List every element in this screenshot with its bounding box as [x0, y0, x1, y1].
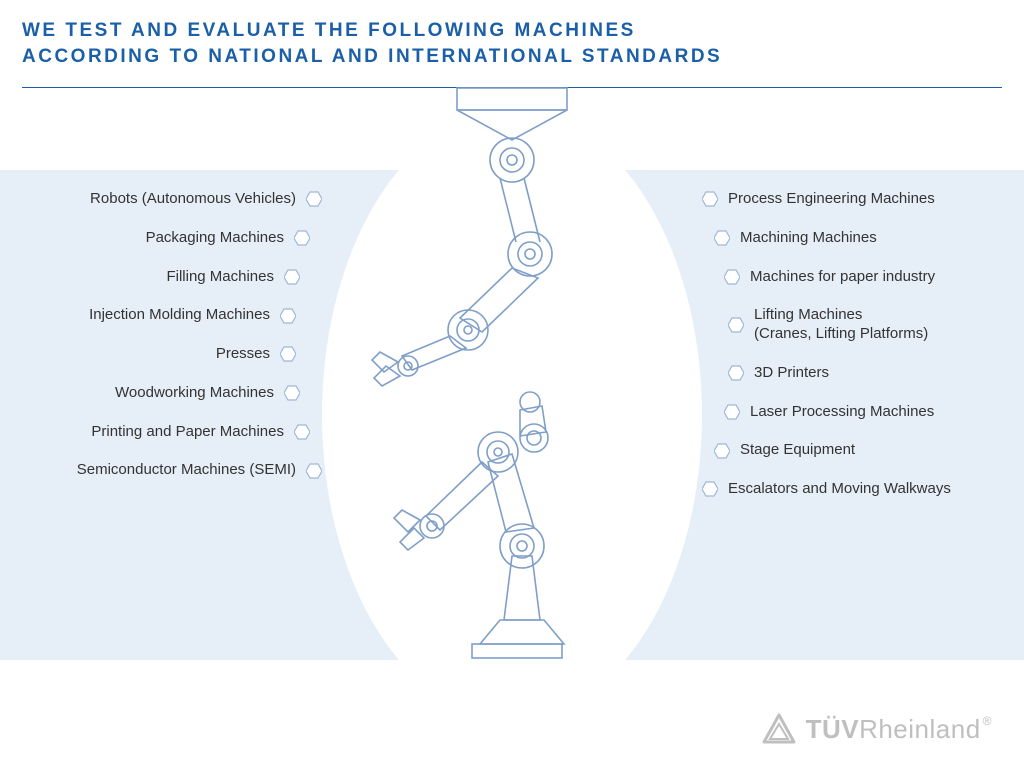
- item-label: Process Engineering Machines: [728, 190, 935, 209]
- list-item: Packaging Machines: [146, 229, 310, 248]
- list-item: Presses: [216, 345, 296, 364]
- triangle-icon: [762, 712, 796, 746]
- logo-light: Rheinland: [859, 714, 981, 744]
- hexagon-icon: [724, 269, 740, 285]
- hexagon-icon: [702, 191, 718, 207]
- list-item: 3D Printers: [728, 364, 829, 383]
- item-columns: Robots (Autonomous Vehicles) Packaging M…: [0, 190, 1024, 650]
- hexagon-icon: [284, 385, 300, 401]
- title-line-1: WE TEST AND EVALUATE THE FOLLOWING MACHI…: [22, 20, 636, 41]
- left-column: Robots (Autonomous Vehicles) Packaging M…: [0, 190, 340, 650]
- hexagon-icon: [280, 346, 296, 362]
- list-item: Woodworking Machines: [115, 384, 300, 403]
- list-item: Machines for paper industry: [724, 268, 935, 287]
- hexagon-icon: [284, 269, 300, 285]
- list-item: Injection Molding Machines: [89, 306, 296, 325]
- item-label: Filling Machines: [166, 268, 274, 287]
- item-label: 3D Printers: [754, 364, 829, 383]
- hexagon-icon: [714, 443, 730, 459]
- item-label: Machines for paper industry: [750, 268, 935, 287]
- hexagon-icon: [702, 481, 718, 497]
- list-item: Lifting Machines (Cranes, Lifting Platfo…: [728, 306, 928, 344]
- hexagon-icon: [294, 424, 310, 440]
- item-label: Escalators and Moving Walkways: [728, 480, 951, 499]
- title-line-2: ACCORDING TO NATIONAL AND INTERNATIONAL …: [22, 46, 722, 67]
- list-item: Stage Equipment: [714, 441, 855, 460]
- hexagon-icon: [306, 463, 322, 479]
- registered-mark: ®: [983, 714, 992, 728]
- item-label: Printing and Paper Machines: [91, 423, 284, 442]
- hexagon-icon: [714, 230, 730, 246]
- list-item: Escalators and Moving Walkways: [702, 480, 951, 499]
- hexagon-icon: [728, 365, 744, 381]
- list-item: Semiconductor Machines (SEMI): [77, 461, 322, 480]
- hexagon-icon: [728, 317, 744, 333]
- hexagon-icon: [280, 308, 296, 324]
- right-column: Process Engineering Machines Machining M…: [684, 190, 1024, 650]
- header: WE TEST AND EVALUATE THE FOLLOWING MACHI…: [0, 0, 1024, 79]
- list-item: Filling Machines: [166, 268, 300, 287]
- list-item: Process Engineering Machines: [702, 190, 935, 209]
- item-label: Laser Processing Machines: [750, 403, 934, 422]
- item-label: Woodworking Machines: [115, 384, 274, 403]
- list-item: Machining Machines: [714, 229, 877, 248]
- item-label: Machining Machines: [740, 229, 877, 248]
- logo-text: TÜVRheinland®: [806, 714, 992, 745]
- brand-logo: TÜVRheinland®: [762, 712, 992, 746]
- item-label: Packaging Machines: [146, 229, 284, 248]
- item-label: Semiconductor Machines (SEMI): [77, 461, 296, 480]
- item-label: Lifting Machines (Cranes, Lifting Platfo…: [754, 306, 928, 344]
- item-label: Stage Equipment: [740, 441, 855, 460]
- page-title: WE TEST AND EVALUATE THE FOLLOWING MACHI…: [22, 18, 1002, 69]
- logo-bold: TÜV: [806, 714, 860, 744]
- list-item: Printing and Paper Machines: [91, 423, 310, 442]
- item-label: Presses: [216, 345, 270, 364]
- list-item: Laser Processing Machines: [724, 403, 934, 422]
- hexagon-icon: [724, 404, 740, 420]
- hexagon-icon: [294, 230, 310, 246]
- item-label: Injection Molding Machines: [89, 306, 270, 325]
- item-label: Robots (Autonomous Vehicles): [90, 190, 296, 209]
- list-item: Robots (Autonomous Vehicles): [90, 190, 322, 209]
- hexagon-icon: [306, 191, 322, 207]
